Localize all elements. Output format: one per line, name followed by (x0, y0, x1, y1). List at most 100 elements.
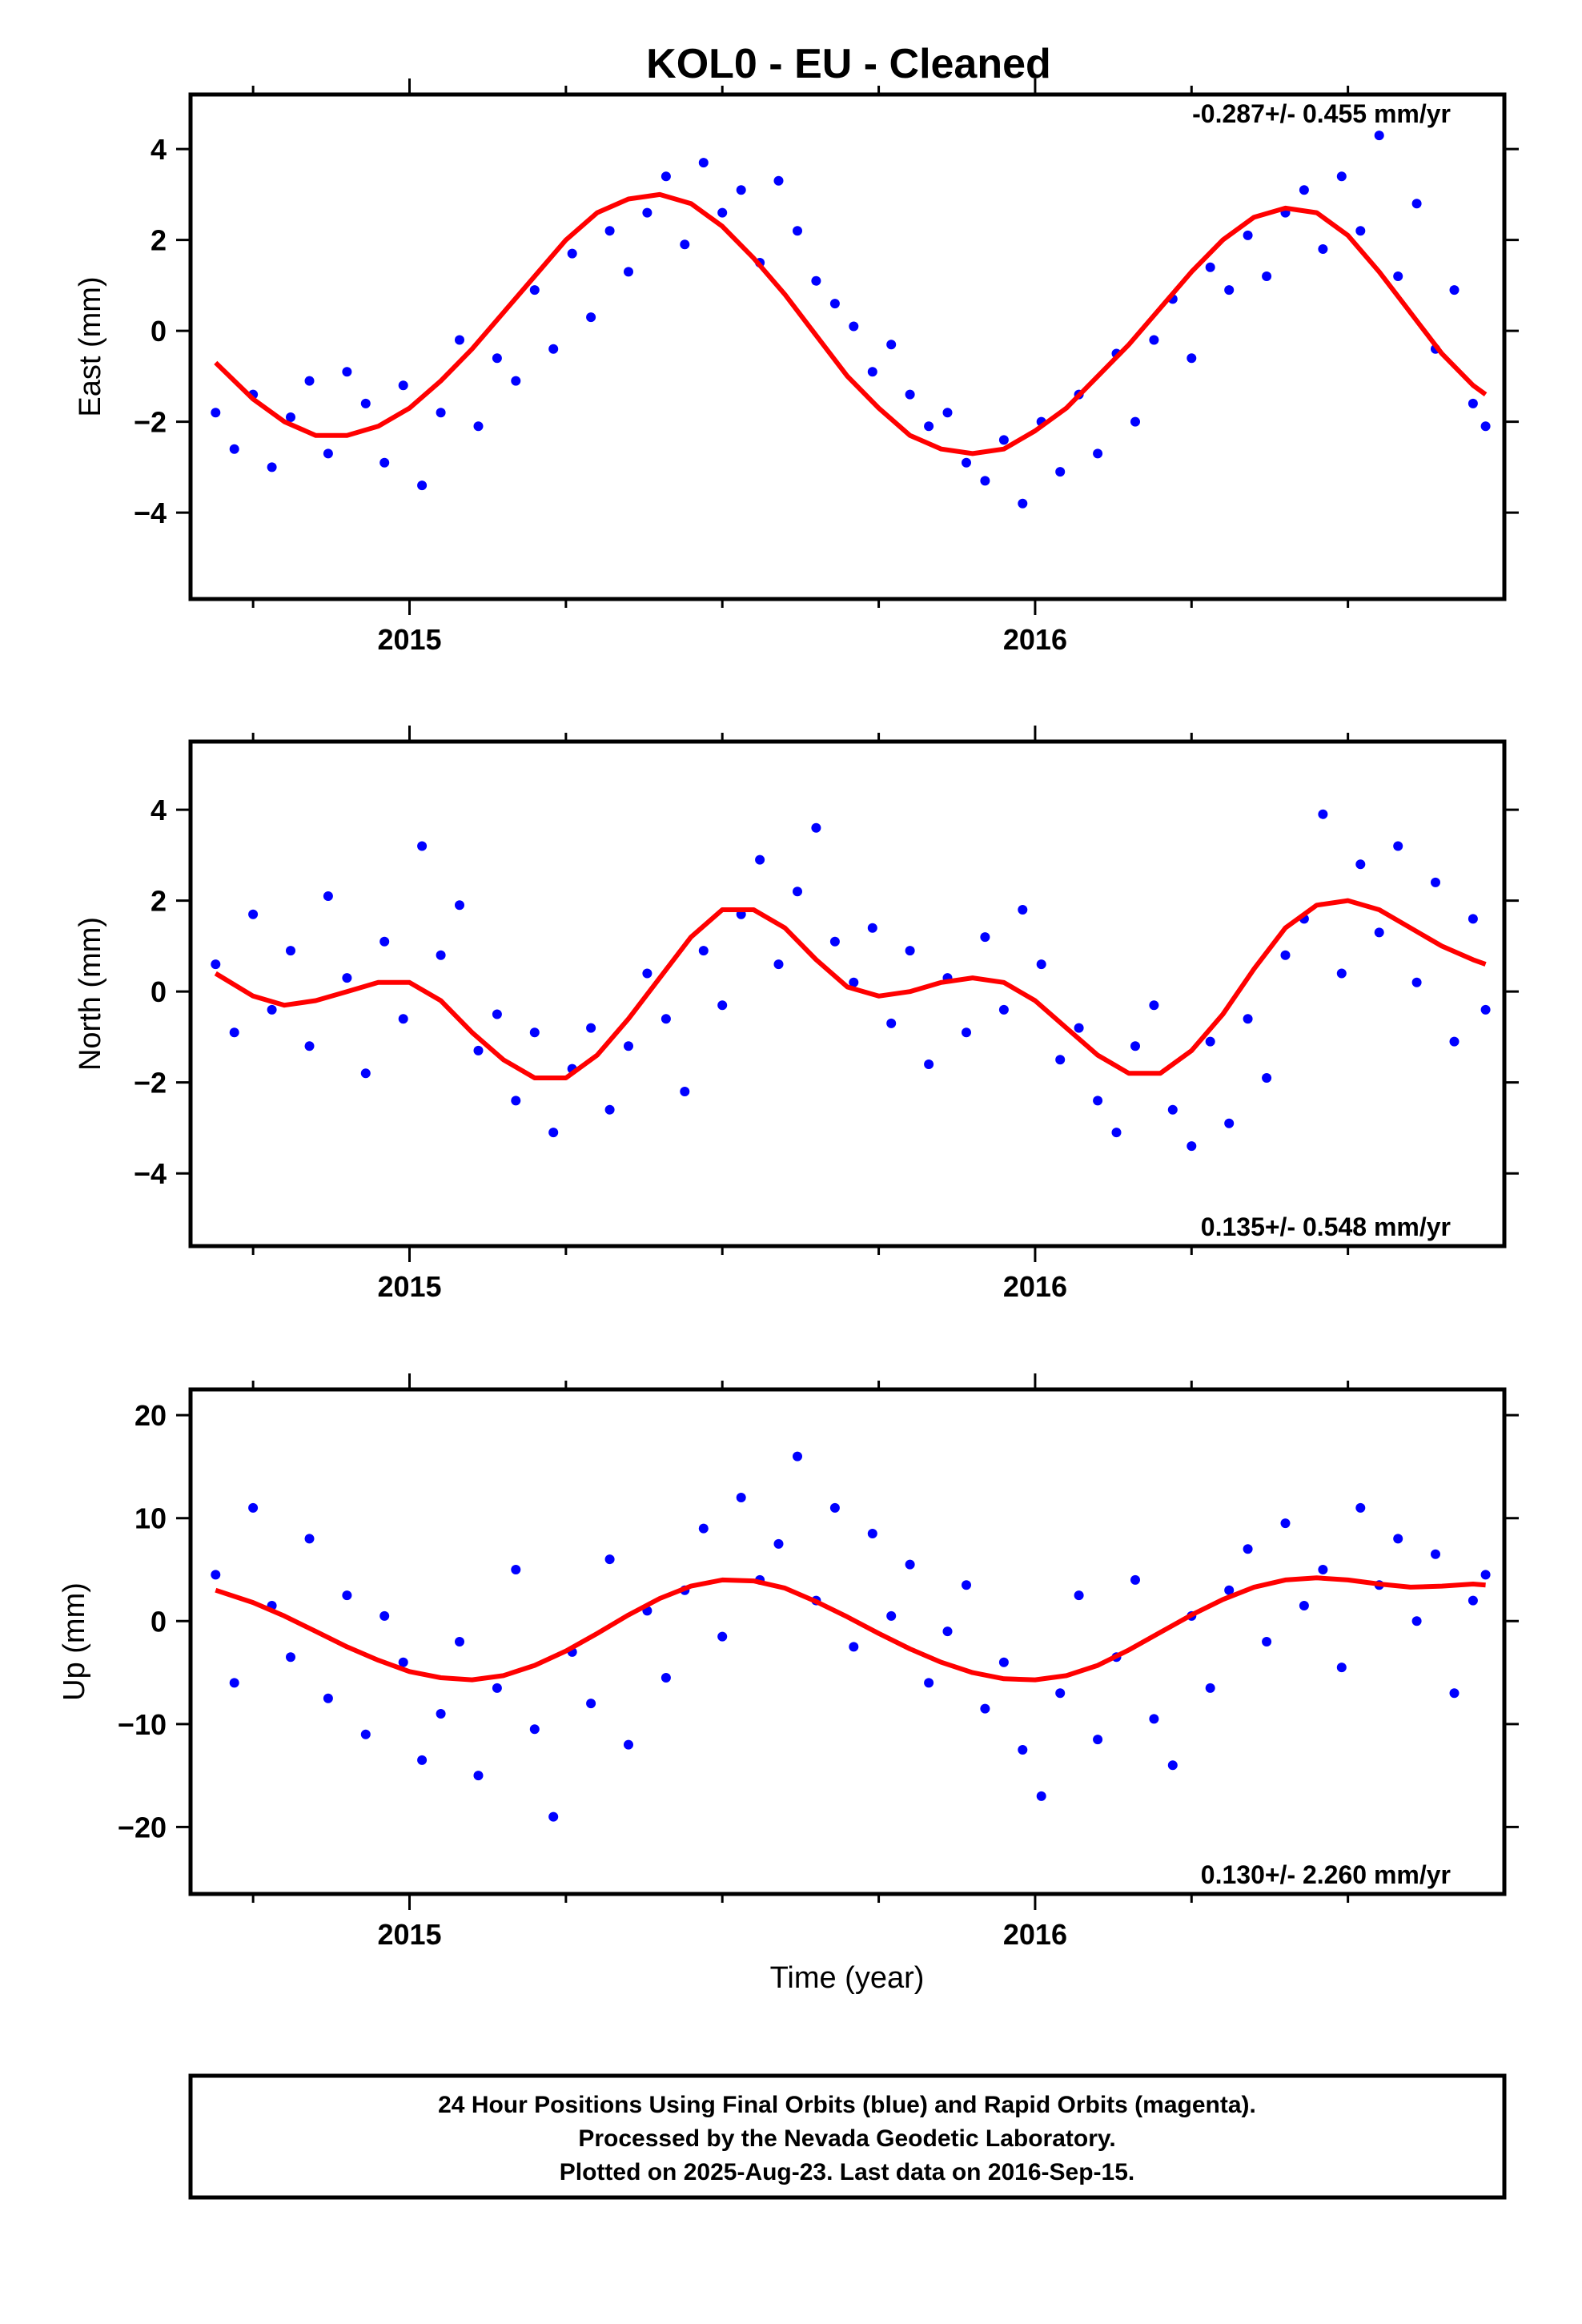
north-data-point (1431, 877, 1440, 887)
footer-line-2: Processed by the Nevada Geodetic Laborat… (578, 2125, 1115, 2152)
up-data-point (1243, 1544, 1253, 1554)
north-data-point (1393, 841, 1403, 851)
up-data-point (962, 1580, 971, 1590)
north-data-point (360, 1068, 371, 1079)
north-data-point (886, 1018, 897, 1028)
east-data-point (736, 185, 746, 195)
north-ytick-label: −2 (134, 1067, 167, 1100)
east-data-point (849, 321, 859, 332)
north-xtick-label: 2015 (377, 1270, 441, 1303)
north-data-point (342, 973, 352, 983)
east-data-point (229, 444, 239, 454)
up-data-point (436, 1709, 446, 1719)
east-data-point (905, 389, 915, 400)
north-rate-label: 0.135+/- 0.548 mm/yr (1201, 1212, 1451, 1241)
up-ytick-label: −20 (118, 1811, 167, 1844)
north-data-point (1111, 1128, 1122, 1138)
east-data-point (1130, 416, 1140, 427)
east-data-point (1018, 498, 1028, 509)
north-data-point (867, 923, 877, 933)
east-data-point (1224, 285, 1235, 296)
north-data-point (604, 1104, 615, 1115)
east-data-point (286, 412, 295, 422)
up-data-point (1318, 1565, 1328, 1574)
north-data-point (1186, 1141, 1197, 1152)
north-data-point (1411, 977, 1422, 987)
north-data-point (1130, 1041, 1140, 1051)
east-data-point (323, 448, 333, 459)
up-data-point (717, 1631, 728, 1642)
up-data-point (1411, 1616, 1422, 1626)
up-data-point (829, 1502, 840, 1513)
north-points (211, 809, 1491, 1152)
north-data-point (829, 936, 840, 947)
east-ytick-label: 0 (151, 315, 167, 348)
up-data-point (304, 1534, 315, 1544)
east-data-point (1449, 285, 1460, 296)
east-rate-label: -0.287+/- 0.455 mm/yr (1192, 99, 1451, 128)
east-ytick-label: −2 (134, 406, 167, 439)
up-data-point (1480, 1570, 1491, 1580)
chart-up: 20 10 0 −10 −20 2015 2016 Up (mm) 0.130+/- 2.2… (58, 1373, 1519, 1951)
north-data-point (811, 822, 821, 833)
east-data-point (867, 367, 877, 377)
north-ticks: 4 2 0 −2 −4 2015 2016 (134, 726, 1519, 1303)
north-data-point (1449, 1036, 1460, 1047)
east-data-point (924, 421, 934, 432)
north-fit-curve (214, 898, 1487, 1080)
north-data-point (998, 1004, 1009, 1015)
north-data-point (661, 1014, 671, 1024)
east-data-point (1480, 421, 1491, 432)
up-data-point (229, 1678, 239, 1688)
north-data-point (1318, 809, 1328, 819)
east-data-point (567, 248, 577, 259)
north-data-point (398, 1014, 408, 1024)
up-data-point (1355, 1502, 1366, 1513)
east-data-point (1411, 199, 1422, 209)
up-data-point (248, 1502, 259, 1513)
north-data-point (1374, 927, 1384, 938)
up-ytick-label: 20 (135, 1399, 167, 1432)
north-data-point (304, 1041, 315, 1051)
east-data-point (529, 285, 540, 296)
up-data-point (1074, 1590, 1084, 1601)
east-ytick-label: 4 (151, 133, 167, 166)
north-data-point (1149, 1000, 1159, 1011)
east-data-point (1093, 448, 1103, 459)
up-data-point (548, 1811, 559, 1822)
north-data-point (323, 891, 333, 901)
east-data-point (1149, 335, 1159, 345)
up-data-point (886, 1610, 897, 1621)
east-data-point (1243, 230, 1253, 240)
up-data-point (698, 1523, 709, 1534)
north-fit (214, 898, 1487, 1080)
up-data-point (511, 1565, 521, 1574)
east-ytick-label: −4 (134, 497, 167, 529)
up-data-point (1336, 1663, 1347, 1673)
east-data-point (680, 239, 690, 250)
east-data-point (417, 480, 428, 491)
north-data-point (529, 1027, 540, 1038)
north-data-point (455, 900, 464, 911)
up-data-point (492, 1683, 502, 1693)
up-data-point (1205, 1683, 1215, 1693)
north-data-point (1093, 1096, 1103, 1106)
north-data-point (286, 946, 295, 956)
north-data-point (1167, 1104, 1178, 1115)
north-data-point (248, 909, 259, 919)
east-ytick-label: 2 (151, 224, 167, 257)
east-data-point (698, 158, 709, 168)
up-data-point (1393, 1534, 1403, 1544)
north-data-point (492, 1009, 502, 1019)
north-data-point (905, 946, 915, 956)
up-xtick-label: 2015 (377, 1918, 441, 1951)
north-data-point (698, 946, 709, 956)
east-data-point (342, 367, 352, 377)
up-data-point (661, 1673, 671, 1683)
up-ytick-label: 10 (135, 1502, 167, 1535)
east-data-point (360, 398, 371, 408)
up-data-point (867, 1529, 877, 1538)
footer-line-1: 24 Hour Positions Using Final Orbits (bl… (438, 2092, 1256, 2118)
footer-line-3: Plotted on 2025-Aug-23. Last data on 201… (560, 2159, 1135, 2185)
